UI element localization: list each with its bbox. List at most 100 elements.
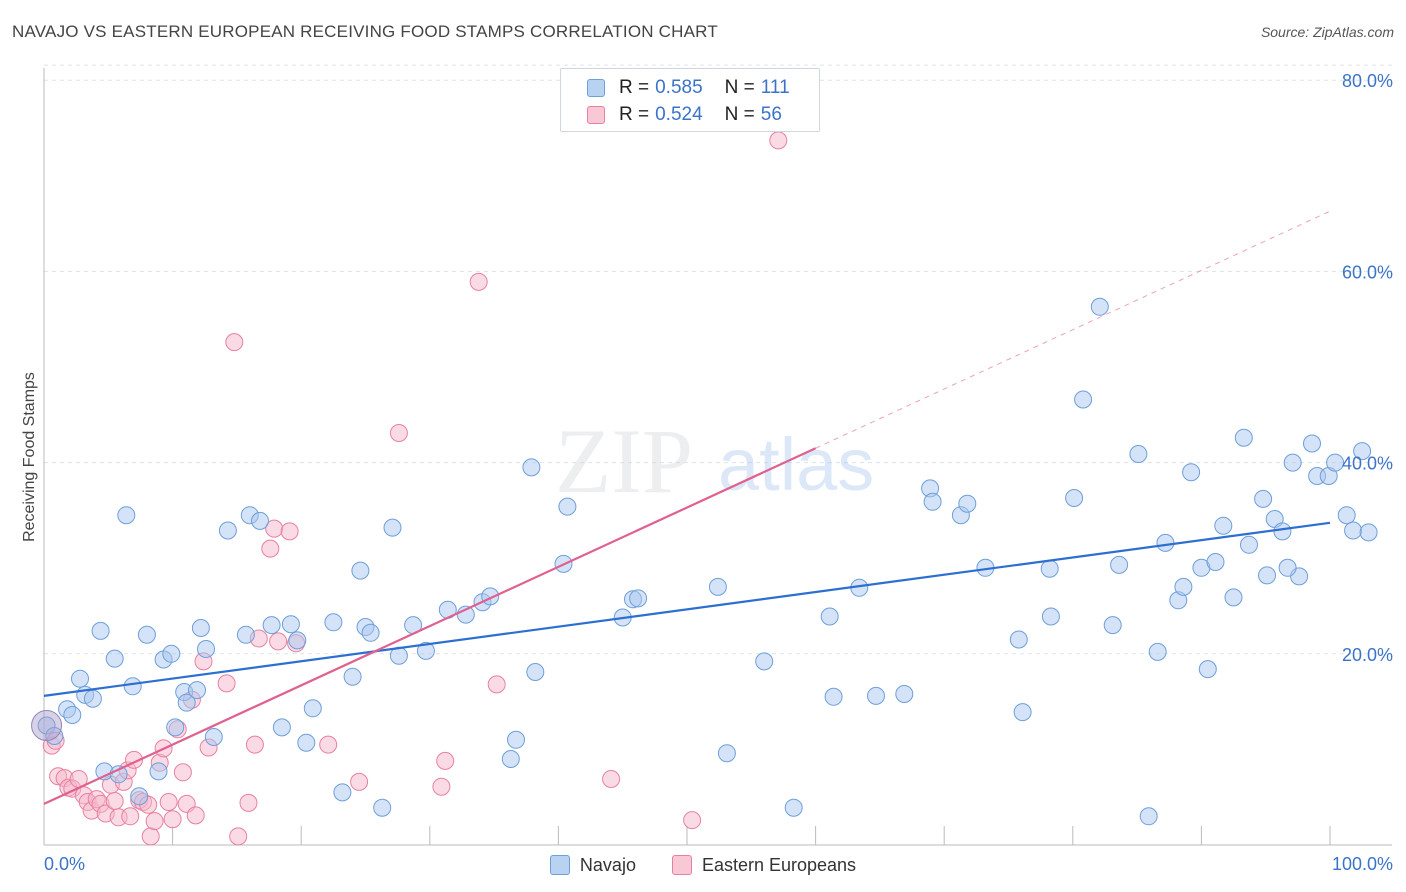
eastern-point — [121, 807, 140, 826]
y-tick-label: 60.0% — [1342, 262, 1393, 282]
watermark: ZIP atlas — [555, 410, 874, 512]
navajo-point — [416, 641, 435, 660]
navajo-point — [522, 458, 541, 477]
navajo-point — [162, 644, 181, 663]
eastern-point — [163, 810, 182, 829]
navajo-point — [130, 787, 149, 806]
navajo-point — [1206, 553, 1225, 571]
navajo-point — [1090, 297, 1109, 316]
y-tick-label: 80.0% — [1342, 71, 1393, 91]
navajo-point — [1278, 558, 1297, 577]
navajo-point — [1344, 521, 1363, 540]
navajo-point — [1326, 453, 1345, 472]
navajo-point — [526, 663, 545, 681]
eastern-r-label: R = — [619, 104, 650, 125]
eastern-point — [145, 812, 164, 831]
navajo-point — [755, 652, 774, 671]
eastern-point — [469, 272, 488, 291]
navajo-point — [191, 619, 210, 637]
eastern-swatch — [587, 106, 605, 124]
eastern-n-value: 56 — [760, 104, 782, 125]
navajo-point — [1234, 428, 1253, 447]
navajo-point — [281, 615, 300, 634]
navajo-point — [105, 649, 124, 668]
navajo-point — [501, 750, 520, 768]
eastern-legend-swatch — [671, 855, 692, 875]
eastern-point — [173, 763, 192, 782]
eastern-point — [487, 675, 506, 694]
eastern-trendline-extension — [815, 210, 1331, 449]
eastern-r-value: 0.524 — [655, 104, 703, 125]
legend-item-eastern[interactable]: Eastern Europeans — [671, 852, 857, 878]
legend-item-navajo[interactable]: Navajo — [549, 852, 636, 878]
navajo-point — [236, 625, 255, 644]
navajo-point — [958, 494, 977, 513]
navajo-point — [1258, 566, 1276, 585]
eastern-point — [432, 777, 451, 796]
navajo-point — [1103, 616, 1122, 635]
navajo-point — [1254, 489, 1273, 508]
navajo-trendline — [43, 521, 1331, 697]
eastern-point — [245, 735, 264, 754]
navajo-point — [303, 699, 322, 718]
navajo-point — [91, 621, 110, 640]
navajo-point — [333, 783, 352, 802]
navajo-point — [1353, 442, 1372, 461]
navajo-point — [117, 506, 136, 525]
navajo-point — [717, 744, 736, 763]
navajo-point — [324, 613, 343, 632]
navajo-point — [629, 589, 648, 608]
navajo-point — [708, 577, 727, 596]
navajo-point — [1040, 559, 1059, 578]
navajo-point — [1013, 703, 1032, 722]
series-legend: Navajo Eastern Europeans — [0, 852, 1406, 878]
navajo-point — [1148, 642, 1167, 661]
navajo-point — [351, 561, 370, 580]
navajo-r-label: R = — [619, 77, 650, 98]
chart-title: NAVAJO VS EASTERN EUROPEAN RECEIVING FOO… — [12, 22, 718, 41]
navajo-point — [1337, 506, 1356, 525]
legend-row-eastern: R = 0.524 N = 56 — [587, 104, 782, 126]
navajo-point — [123, 677, 142, 696]
eastern-point — [229, 827, 248, 846]
navajo-point — [137, 625, 156, 644]
eastern-point — [602, 770, 621, 788]
navajo-point — [1198, 660, 1217, 679]
navajo-point — [507, 730, 525, 749]
navajo-point — [1129, 445, 1148, 463]
navajo-point — [166, 718, 185, 737]
navajo-point — [63, 706, 82, 724]
stats-legend: R = 0.585 N = 111 R = 0.524 N = 56 — [560, 68, 820, 132]
navajo-point — [820, 607, 839, 626]
eastern-n-label: N = — [724, 104, 755, 125]
navajo-n-label: N = — [724, 77, 755, 98]
navajo-point — [71, 669, 89, 688]
eastern-point — [350, 772, 369, 791]
eastern-point — [683, 811, 702, 830]
eastern-trendline — [43, 447, 817, 805]
eastern-legend-label: Eastern Europeans — [701, 854, 857, 875]
navajo-point — [824, 687, 843, 706]
x-tick-label-min: 0.0% — [44, 854, 85, 874]
x-tick-label-max: 100.0% — [1332, 854, 1393, 874]
navajo-point — [204, 728, 223, 746]
navajo-point — [262, 616, 281, 635]
navajo-point — [784, 798, 803, 817]
legend-row-navajo: R = 0.585 N = 111 — [587, 77, 790, 99]
navajo-point — [1359, 523, 1378, 542]
y-tick-label: 20.0% — [1342, 645, 1393, 665]
eastern-point — [436, 751, 455, 770]
gridlines — [44, 64, 1392, 655]
navajo-point — [1174, 577, 1193, 596]
source-credit: Source: ZipAtlas.com — [1260, 24, 1394, 40]
navajo-point — [1182, 463, 1201, 482]
navajo-point — [1110, 555, 1129, 574]
navajo-point — [1273, 522, 1292, 541]
navajo-n-value: 111 — [760, 77, 790, 98]
navajo-point-cluster — [31, 710, 63, 741]
eastern-point — [269, 632, 288, 651]
navajo-point — [1283, 453, 1302, 472]
navajo-point — [1009, 630, 1028, 649]
trendlines — [43, 210, 1331, 805]
